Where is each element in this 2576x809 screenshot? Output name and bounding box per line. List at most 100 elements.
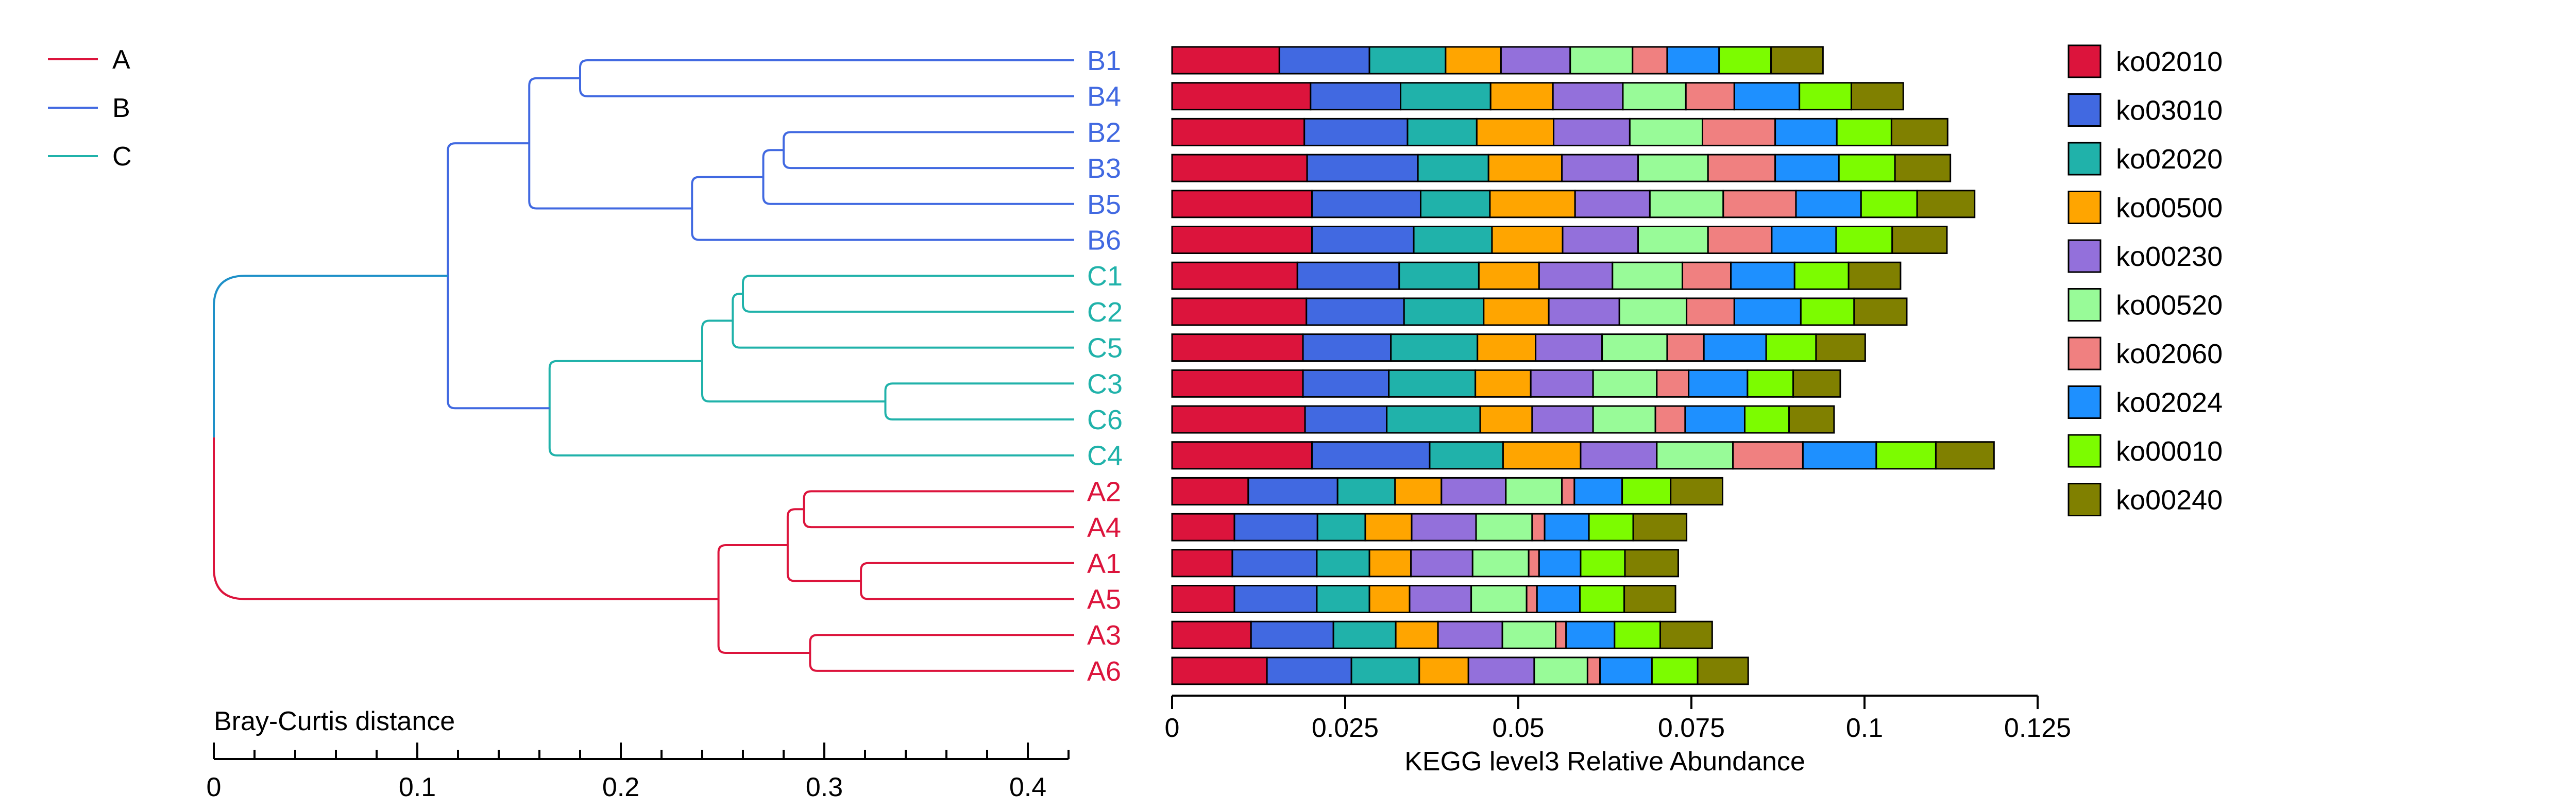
bar-segment-B4-ko02020: [1400, 82, 1492, 111]
bar-segment-B1-ko00520: [1569, 46, 1634, 75]
bar-segment-A2-ko00240: [1670, 477, 1723, 505]
leaf-label-A6: A6: [1087, 656, 1121, 687]
bar-segment-B2-ko00240: [1890, 117, 1948, 146]
series-legend-swatch-ko02020: [2067, 142, 2102, 176]
bar-segment-C6-ko02060: [1654, 405, 1686, 434]
bar-segment-A1-ko00230: [1410, 549, 1473, 578]
bar-segment-A1-ko02060: [1528, 549, 1540, 578]
bar-segment-A5-ko03010: [1233, 585, 1318, 613]
dendrogram-branch-3: [691, 176, 1074, 241]
bar-segment-B5-ko00500: [1489, 190, 1576, 218]
bar-segment-B4-ko00010: [1799, 82, 1852, 111]
bar-segment-A5-ko02020: [1316, 585, 1370, 613]
bar-segment-B3-ko00500: [1487, 154, 1563, 182]
bar-segment-C4-ko00240: [1935, 441, 1995, 470]
dendrogram-branch-2: [762, 149, 1074, 205]
bar-segment-C4-ko02024: [1802, 441, 1877, 470]
bar-segment-B5-ko02024: [1795, 190, 1862, 218]
abundance-axis-tick-label: 0: [1165, 713, 1180, 743]
bar-segment-A1-ko00520: [1471, 549, 1530, 578]
bar-segment-A4-ko02010: [1171, 513, 1235, 542]
bar-segment-A2-ko03010: [1247, 477, 1338, 505]
bar-segment-A4-ko00520: [1475, 513, 1533, 542]
bar-segment-A2-ko00230: [1440, 477, 1507, 505]
bar-segment-B4-ko00240: [1850, 82, 1904, 111]
bar-segment-B3-ko02010: [1171, 154, 1308, 182]
bar-segment-A3-ko00500: [1395, 620, 1439, 649]
leaf-label-C4: C4: [1087, 441, 1123, 471]
series-legend-swatch-ko02024: [2067, 385, 2102, 419]
bar-segment-A6-ko00520: [1533, 656, 1588, 685]
bar-segment-A4-ko00010: [1588, 513, 1634, 542]
bar-segment-A6-ko02060: [1586, 656, 1601, 685]
bar-segment-C2-ko00500: [1483, 297, 1550, 326]
bar-segment-B2-ko02060: [1702, 117, 1776, 146]
bar-segment-C4-ko00520: [1656, 441, 1734, 470]
bar-segment-A6-ko00500: [1418, 656, 1469, 685]
bar-segment-B3-ko02020: [1417, 154, 1489, 182]
bar-segment-C5-ko02060: [1666, 333, 1705, 362]
bar-segment-B1-ko00010: [1718, 46, 1772, 75]
bar-segment-B6-ko02020: [1413, 226, 1493, 254]
series-legend-label-ko00010: ko00010: [2116, 436, 2223, 467]
bar-segment-B1-ko03010: [1278, 46, 1370, 75]
bar-segment-C5-ko02010: [1171, 333, 1304, 362]
dendrogram-branch-root-upper: [213, 275, 448, 437]
bar-segment-C2-ko02060: [1686, 297, 1735, 326]
bar-segment-B6-ko00240: [1891, 226, 1948, 254]
bar-segment-A6-ko03010: [1266, 656, 1352, 685]
bar-segment-B4-ko02024: [1733, 82, 1801, 111]
bar-segment-A3-ko03010: [1250, 620, 1334, 649]
abundance-axis-tick-label: 0.075: [1658, 713, 1725, 743]
series-legend: ko02010 ko03010 ko02020 ko00500 ko00230 ko005…: [2067, 44, 2223, 516]
leaf-label-B2: B2: [1087, 117, 1121, 148]
bar-segment-A6-ko02020: [1350, 656, 1420, 685]
bar-segment-A5-ko00520: [1470, 585, 1528, 613]
bar-segment-C2-ko02020: [1403, 297, 1485, 326]
bar-segment-C3-ko00500: [1475, 369, 1532, 398]
bar-segment-B6-ko00230: [1562, 226, 1639, 254]
bar-segment-B1-ko00230: [1500, 46, 1571, 75]
bar-segment-C4-ko03010: [1311, 441, 1431, 470]
bar-segment-B4-ko00230: [1552, 82, 1624, 111]
bar-segment-C5-ko00230: [1535, 333, 1603, 362]
bar-segment-C4-ko02020: [1429, 441, 1504, 470]
bar-segment-C6-ko00240: [1788, 405, 1835, 434]
bar-segment-A3-ko02020: [1332, 620, 1397, 649]
dendrogram-branch-root-lower: [213, 437, 719, 600]
bar-segment-A1-ko00500: [1368, 549, 1412, 578]
series-legend-label-ko02060: ko02060: [2116, 339, 2223, 369]
bar-segment-A2-ko00520: [1505, 477, 1563, 505]
bar-segment-B3-ko03010: [1306, 154, 1419, 182]
bar-segment-A6-ko00230: [1467, 656, 1535, 685]
bar-segment-C2-ko02010: [1171, 297, 1308, 326]
bar-segment-C3-ko00520: [1592, 369, 1658, 398]
bar-segment-C6-ko00010: [1743, 405, 1790, 434]
bar-segment-A3-ko02010: [1171, 620, 1252, 649]
dendrogram-branch-12: [860, 562, 1074, 600]
abundance-axis-title: KEGG level3 Relative Abundance: [1404, 747, 1805, 777]
bar-segment-C2-ko00520: [1618, 297, 1688, 326]
bar-segment-B3-ko00520: [1637, 154, 1709, 182]
bar-segment-B4-ko00500: [1489, 82, 1554, 111]
dendrogram-branch-15: [717, 544, 810, 654]
bar-segment-B2-ko03010: [1303, 117, 1409, 146]
bar-segment-C1-ko00230: [1538, 261, 1614, 290]
series-legend-swatch-ko00010: [2067, 434, 2102, 468]
series-legend-label-ko02010: ko02010: [2116, 46, 2223, 77]
series-legend-label-ko00520: ko00520: [2116, 290, 2223, 321]
leaf-label-A5: A5: [1087, 584, 1121, 615]
bar-segment-A5-ko00240: [1623, 585, 1676, 613]
leaf-label-B6: B6: [1087, 225, 1121, 256]
series-legend-label-ko00230: ko00230: [2116, 241, 2223, 272]
bar-segment-C1-ko00520: [1612, 261, 1684, 290]
bar-segment-A2-ko00500: [1394, 477, 1443, 505]
bar-segment-B6-ko02060: [1707, 226, 1773, 254]
bar-segment-C5-ko00010: [1765, 333, 1817, 362]
bar-segment-C5-ko02024: [1703, 333, 1767, 362]
bar-segment-A2-ko02060: [1561, 477, 1575, 505]
bar-segment-A1-ko00010: [1580, 549, 1626, 578]
bar-segment-A6-ko00010: [1651, 656, 1699, 685]
bar-segment-C3-ko02060: [1656, 369, 1690, 398]
